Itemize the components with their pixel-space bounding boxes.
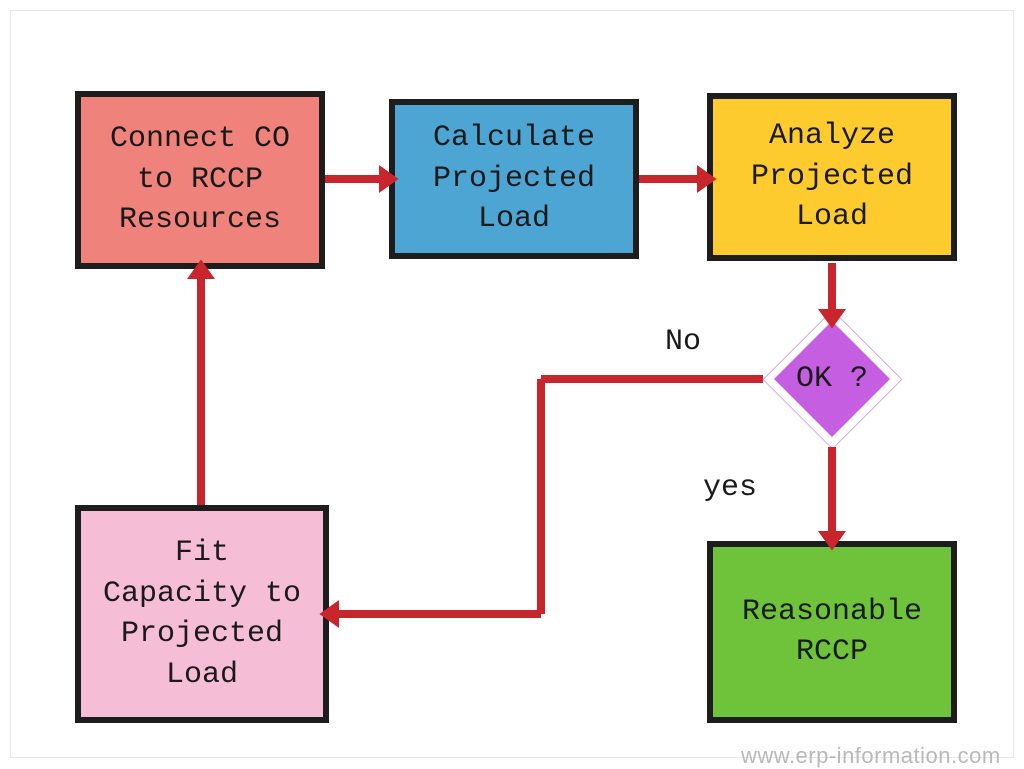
node-analyze-projected-load: Analyze Projected Load [707,93,957,261]
node-connect-co-to-rccp-resources: Connect CO to RCCP Resources [75,91,325,269]
edge-label-yes: yes [703,471,757,505]
node-decision-ok: OK ? [774,321,890,437]
watermark-text: www.erp-information.com [741,743,1001,769]
node-reasonable-rccp: Reasonable RCCP [707,541,957,723]
node-decision-label: OK ? [791,338,873,420]
edge-label-no: No [665,325,701,359]
node-fit-capacity-to-projected-load: Fit Capacity to Projected Load [75,505,329,723]
flowchart-canvas: Connect CO to RCCP Resources Calculate P… [10,10,1014,758]
node-calculate-projected-load: Calculate Projected Load [389,99,639,259]
